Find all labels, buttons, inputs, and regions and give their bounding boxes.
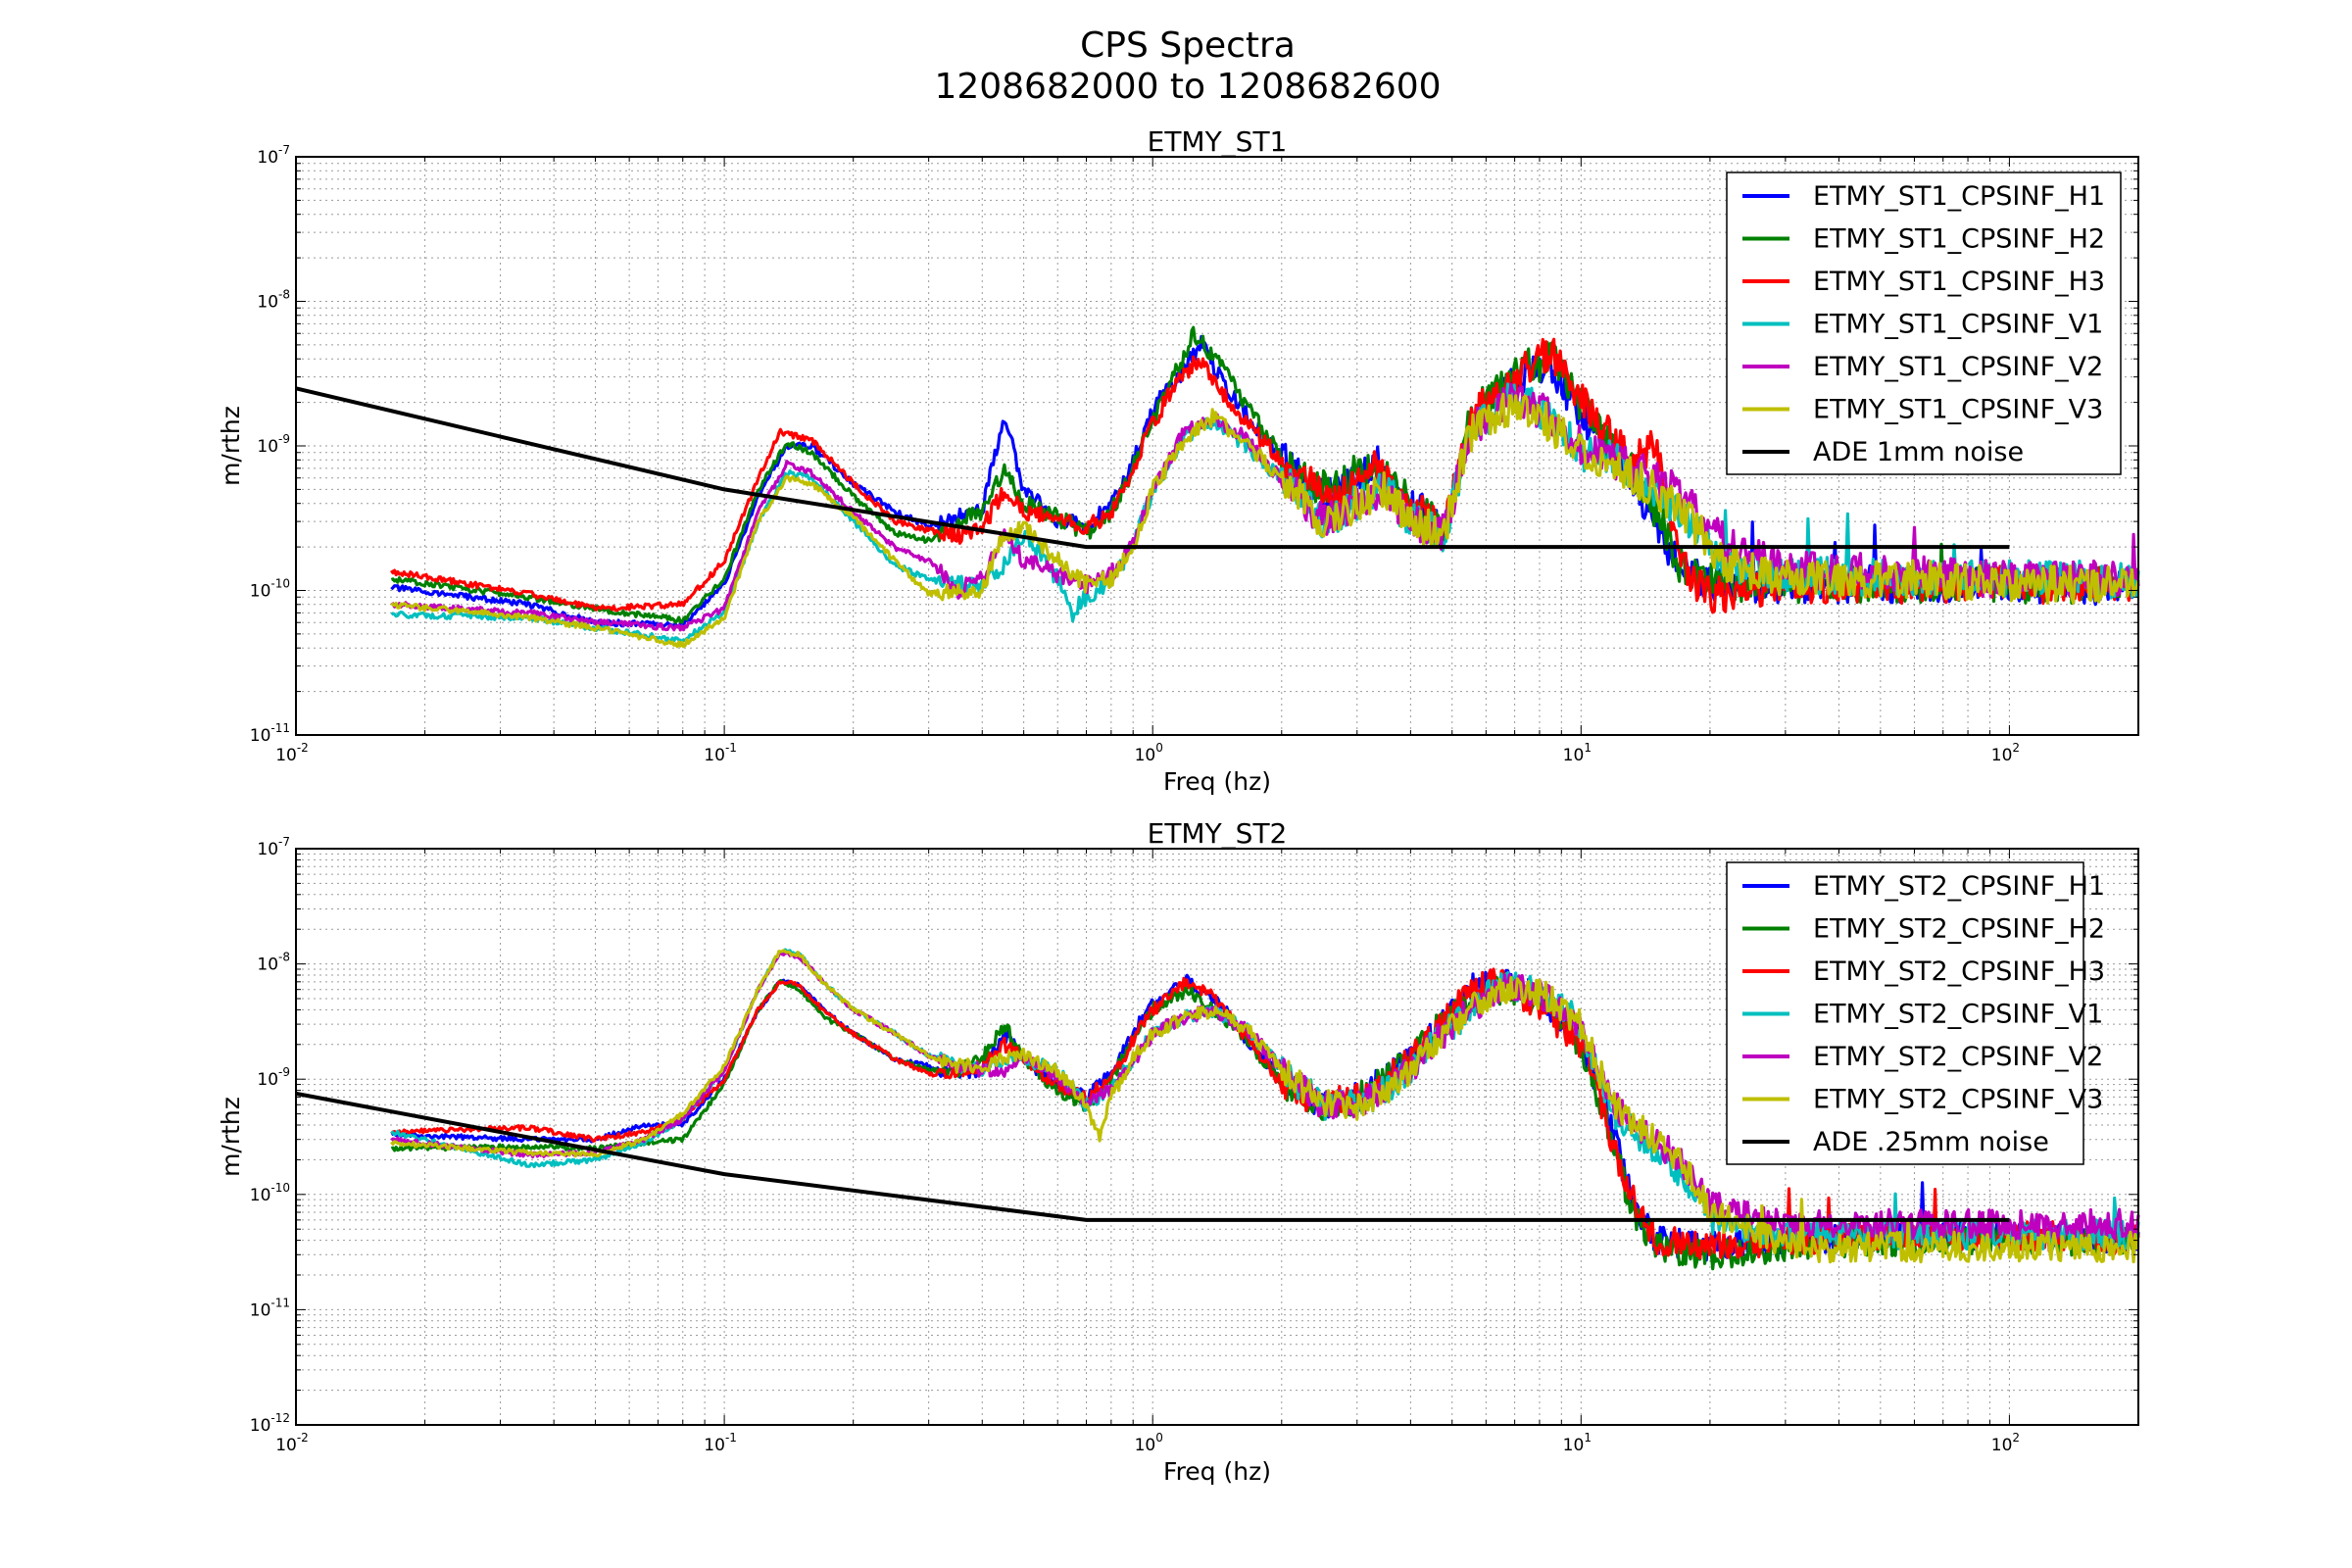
st1-x-tick-label: 10-2 — [275, 741, 309, 765]
st1-series-group — [295, 325, 2140, 649]
st1-series-line-7 — [295, 386, 2010, 550]
st1-x-tick-label: 10-1 — [704, 741, 737, 765]
st2-plot-frame — [295, 848, 2139, 1426]
st1-y-tick-label: 10-8 — [257, 288, 290, 313]
st1-legend-label: ADE 1mm noise — [1813, 437, 2024, 467]
st1-legend-label: ETMY_ST1_CPSINF_H1 — [1813, 181, 2105, 212]
st1-y-tick-label: 10-11 — [250, 721, 290, 746]
chart-st2: 10-2 10-1 100 101 102 10-12 10-11 10-10 10-9 10-8… — [217, 817, 2140, 1486]
st2-y-tick-label: 10-10 — [250, 1181, 290, 1205]
st1-title: ETMY_ST1 — [1148, 125, 1288, 158]
st1-y-tick-label: 10-9 — [257, 432, 290, 457]
st2-legend-label: ETMY_ST2_CPSINF_H3 — [1813, 956, 2105, 987]
st2-x-tick-label: 100 — [1135, 1431, 1163, 1455]
st2-x-tick-label: 10-1 — [704, 1431, 737, 1455]
st2-x-tick-label: 102 — [1991, 1431, 2020, 1455]
st2-y-tick-label: 10-11 — [250, 1296, 290, 1320]
st1-y-tick-label: 10-10 — [250, 577, 290, 602]
st1-ticks: 10-2 10-1 100 101 102 10-11 10-10 10-9 10-8 10-7 — [250, 143, 2139, 765]
figure-title-line2: 1208682000 to 1208682600 — [934, 67, 1441, 107]
st1-legend-label: ETMY_ST1_CPSINF_V1 — [1813, 310, 2103, 340]
st2-y-tick-label: 10-9 — [257, 1065, 290, 1090]
st2-ticks: 10-2 10-1 100 101 102 10-12 10-11 10-10 10-9 10-8… — [250, 835, 2139, 1455]
st2-xlabel: Freq (hz) — [1163, 1457, 1271, 1486]
st1-legend-label: ETMY_ST1_CPSINF_H3 — [1813, 267, 2105, 297]
st2-legend: ETMY_ST2_CPSINF_H1 ETMY_ST2_CPSINF_H2 ETMY… — [1726, 861, 2105, 1165]
st2-x-tick-label: 101 — [1563, 1431, 1592, 1455]
chart-st1: 10-2 10-1 100 101 10210-1110-1010-910-810-7 … — [217, 125, 2140, 796]
st2-title: ETMY_ST2 — [1148, 817, 1288, 850]
st1-ylabel: m/rthz — [217, 406, 245, 486]
st1-legend-label: ETMY_ST1_CPSINF_H2 — [1813, 224, 2105, 255]
st2-legend-label: ETMY_ST2_CPSINF_V1 — [1813, 1000, 2103, 1030]
st1-legend-label: ETMY_ST1_CPSINF_V3 — [1813, 395, 2103, 425]
st2-x-tick-label: 10-2 — [275, 1431, 309, 1455]
st2-series-group — [295, 948, 2140, 1271]
st2-legend-label: ETMY_ST2_CPSINF_H1 — [1813, 871, 2105, 902]
st2-legend-label: ADE .25mm noise — [1813, 1127, 2049, 1157]
st1-legend: ETMY_ST1_CPSINF_H1 ETMY_ST1_CPSINF_H2 ETMY… — [1726, 172, 2122, 475]
st1-x-tick-label: 102 — [1991, 741, 2020, 765]
st2-series-line-6 — [390, 949, 2139, 1264]
st2-legend-label: ETMY_ST2_CPSINF_H2 — [1813, 914, 2105, 945]
st2-y-tick-label: 10-12 — [250, 1411, 290, 1436]
st1-xlabel: Freq (hz) — [1163, 767, 1271, 796]
st1-x-tick-label: 100 — [1135, 741, 1163, 765]
st1-legend-box — [1726, 172, 2122, 475]
st2-legend-label: ETMY_ST2_CPSINF_V3 — [1813, 1085, 2103, 1115]
st1-x-tick-label: 101 — [1563, 741, 1592, 765]
st1-series-line-6 — [390, 392, 2140, 649]
st2-y-tick-label: 10-7 — [257, 835, 290, 859]
st1-legend-label: ETMY_ST1_CPSINF_V2 — [1813, 352, 2103, 382]
st2-legend-label: ETMY_ST2_CPSINF_V2 — [1813, 1042, 2103, 1072]
figure-title-line1: CPS Spectra — [1080, 25, 1296, 66]
st1-y-tick-label: 10-7 — [257, 143, 290, 168]
st2-series-line-7 — [295, 1091, 2010, 1222]
st2-y-tick-label: 10-8 — [257, 951, 290, 975]
st2-ylabel: m/rthz — [217, 1097, 245, 1177]
